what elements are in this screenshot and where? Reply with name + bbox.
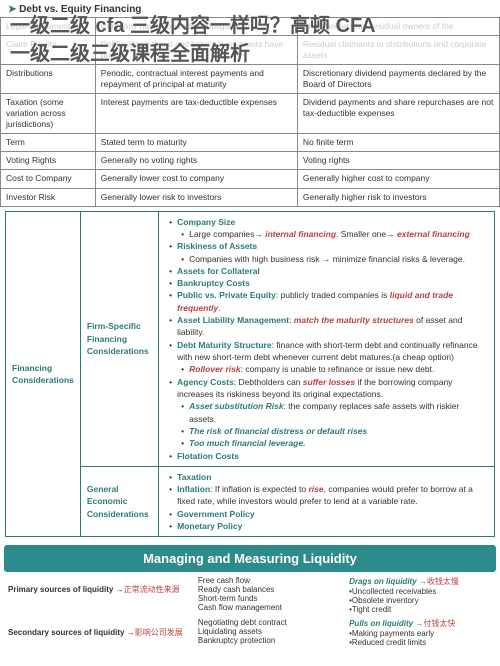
general-econ-content: Taxation Inflation: If inflation is expe… <box>159 466 495 537</box>
firm-specific-content: Company Size Large companies→ internal f… <box>159 211 495 466</box>
liquidity-header: Managing and Measuring Liquidity <box>4 545 496 572</box>
table-row: TermStated term to maturityNo finite ter… <box>1 134 500 152</box>
table-row: Cost to CompanyGenerally lower cost to c… <box>1 170 500 188</box>
table-row: DistributionsPeriodic, contractual inter… <box>1 65 500 94</box>
table-row: Investor RiskGenerally lower risk to inv… <box>1 188 500 206</box>
table-row: Voting RightsGenerally no voting rightsV… <box>1 152 500 170</box>
title-line-2: 一级二级三级课程全面解析 <box>10 40 376 68</box>
firm-specific-label: Firm-Specific Financing Considerations <box>80 211 158 466</box>
liquidity-mid-items: Free cash flowReady cash balancesShort-t… <box>198 576 343 647</box>
financing-considerations-table: Financing Considerations Firm-Specific F… <box>5 211 495 538</box>
page-title: 一级二级 cfa 三级内容一样吗？高顿 CFA 一级二级三级课程全面解析 <box>10 12 376 68</box>
liquidity-drags-pulls: Drags on liquidity →收钱太慢 •Uncollected re… <box>349 576 500 647</box>
general-econ-label: General Economic Considerations <box>80 466 158 537</box>
table-row: Taxation (some variation across jurisdic… <box>1 94 500 134</box>
liquidity-sources-labels: Primary sources of liquidity →正常流动性来源 Se… <box>8 576 192 647</box>
title-line-1: 一级二级 cfa 三级内容一样吗？高顿 CFA <box>10 12 376 40</box>
main-label: Financing Considerations <box>6 211 81 537</box>
liquidity-section: Managing and Measuring Liquidity Primary… <box>0 545 500 651</box>
